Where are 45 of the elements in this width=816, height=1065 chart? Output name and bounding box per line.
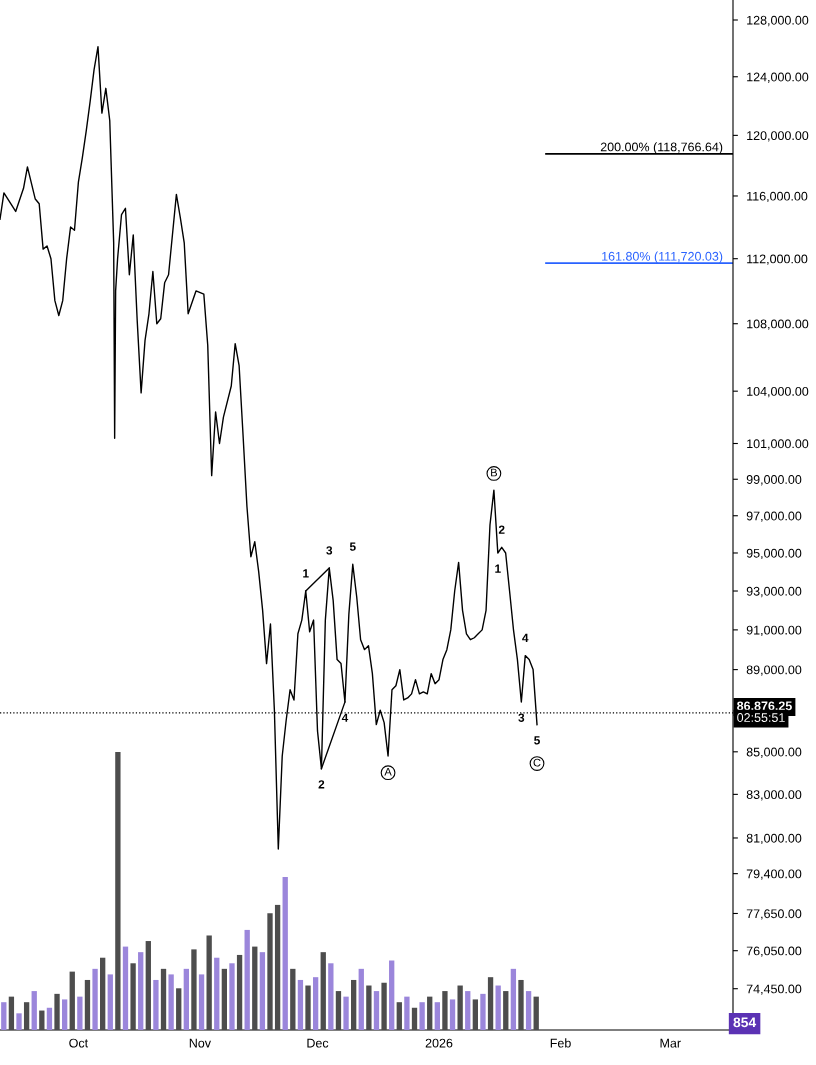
y-tick-label: 116,000.00 xyxy=(747,191,808,203)
x-tick-label: Mar xyxy=(660,1038,681,1048)
annotation: 3 xyxy=(518,713,525,722)
x-tick-label: 2026 xyxy=(425,1038,453,1048)
annotation: B xyxy=(491,468,498,477)
y-tick-label: 93,000.00 xyxy=(746,586,802,598)
text: 854 xyxy=(733,1017,757,1028)
annotation: 3 xyxy=(326,546,333,555)
y-tick-label: 76,050.00 xyxy=(746,946,802,957)
y-tick-label: 85,000.00 xyxy=(746,747,802,758)
y-tick-label: 124,000.00 xyxy=(747,72,809,83)
x-tick-label: Nov xyxy=(189,1038,211,1048)
y-tick-label: 91,000.00 xyxy=(746,625,802,637)
y-tick-label: 108,000.00 xyxy=(747,319,809,330)
annotation: C xyxy=(533,758,541,767)
y-tick-label: 128,000.00 xyxy=(747,15,809,27)
y-tick-label: 101,000.00 xyxy=(747,439,809,450)
y-tick-label: 120,000.00 xyxy=(747,131,809,142)
ref-line-label: 161.80% (111,720.03) xyxy=(602,251,723,264)
annotation: 5 xyxy=(534,736,540,745)
x-tick-label: Oct xyxy=(69,1038,89,1048)
annotation: A xyxy=(384,767,392,776)
text: 02:55:51 xyxy=(737,713,785,722)
annotation: 2 xyxy=(498,525,505,534)
y-tick-label: 83,000.00 xyxy=(746,790,802,801)
annotation: 4 xyxy=(341,713,349,722)
y-tick-label: 77,650.00 xyxy=(746,909,802,920)
y-tick-label: 74,450.00 xyxy=(746,984,802,995)
y-tick-label: 112,000.00 xyxy=(747,254,808,265)
annotation: 2 xyxy=(318,780,325,789)
y-tick-label: 81,000.00 xyxy=(746,833,802,845)
annotation: 1 xyxy=(303,569,309,578)
ref-line-label: 86,876.25 xyxy=(737,701,792,713)
x-tick-label: Feb xyxy=(550,1038,571,1048)
y-tick-label: 97,000.00 xyxy=(746,511,802,522)
y-tick-label: 99,000.00 xyxy=(746,475,802,486)
y-tick-label: 95,000.00 xyxy=(746,548,802,560)
y-tick-label: 89,000.00 xyxy=(746,665,802,676)
y-tick-label: 104,000.00 xyxy=(747,386,809,398)
x-tick-label: Dec xyxy=(307,1038,329,1048)
annotation: 1 xyxy=(495,564,501,573)
annotation: 4 xyxy=(522,633,529,642)
y-tick-label: 79,400.00 xyxy=(746,869,802,880)
annotation: 5 xyxy=(349,542,356,551)
ref-line-label: 200.00% (118,766.64) xyxy=(600,142,723,154)
